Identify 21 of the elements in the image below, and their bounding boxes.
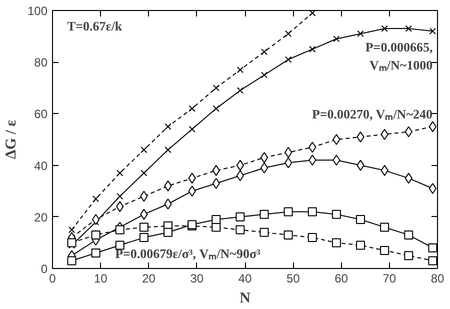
- y-tick-label: 80: [34, 56, 48, 70]
- annotation: P=0.000665, Vₘ/N~1000: [365, 39, 433, 72]
- x-tick-label: 30: [190, 272, 204, 286]
- x-tick-label: 60: [334, 272, 348, 286]
- annotation: T=0.67ε/k: [66, 18, 123, 34]
- x-tick-label: 80: [430, 272, 444, 286]
- x-tick-label: 70: [382, 272, 396, 286]
- y-tick-label: 60: [34, 107, 48, 122]
- x-tick-label: 10: [94, 272, 108, 286]
- x-tick-label: 40: [238, 272, 252, 286]
- y-tick-label: 40: [34, 158, 48, 173]
- annotation: P=0.00679ε/σ³, Vₘ/N~90σ³: [115, 246, 261, 261]
- x-tick-label: 20: [142, 272, 156, 286]
- x-tick-label: 50: [286, 272, 300, 286]
- y-tick-label: 20: [34, 210, 48, 224]
- y-axis-title: ΔG / ε: [3, 119, 20, 160]
- y-tick-label: 0: [40, 262, 48, 276]
- x-tick-label: 0: [49, 272, 56, 286]
- y-tick-label: 100: [27, 4, 48, 18]
- x-axis-title: N: [240, 290, 251, 306]
- annotation: P=0.00270, Vₘ/N~240: [312, 106, 432, 122]
